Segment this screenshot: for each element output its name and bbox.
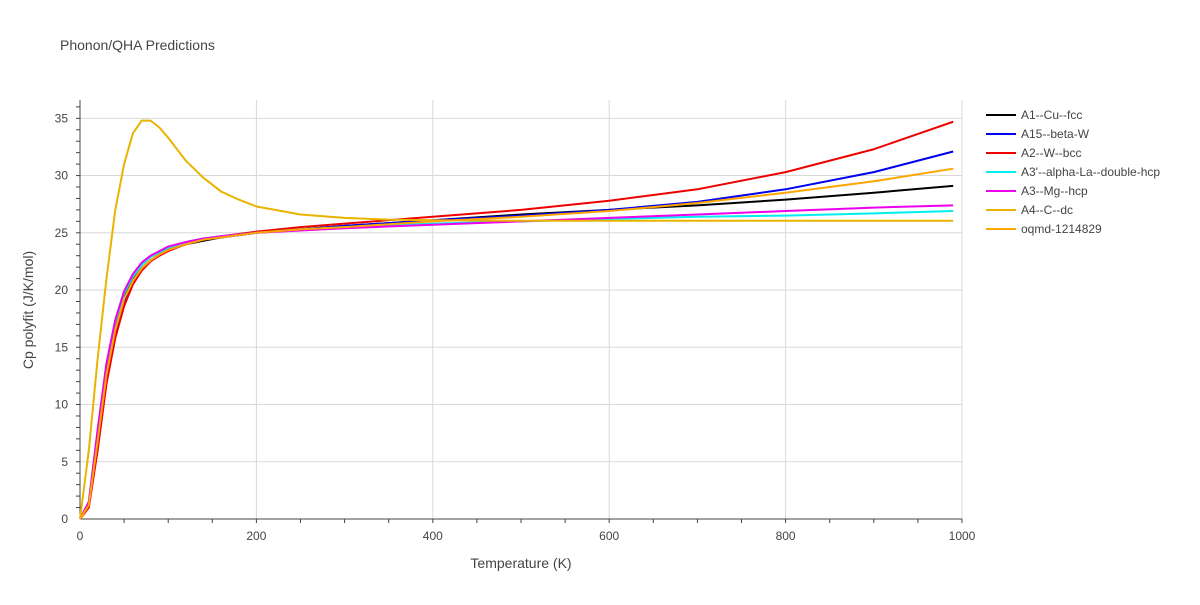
- grid-lines: [80, 100, 963, 519]
- y-tick-label: 5: [61, 455, 68, 469]
- legend-label: oqmd-1214829: [1021, 222, 1102, 236]
- legend-item-6[interactable]: oqmd-1214829: [986, 222, 1102, 236]
- x-tick-label: 1000: [949, 529, 976, 543]
- legend-label: A4--C--dc: [1021, 203, 1073, 217]
- legend-label: A3--Mg--hcp: [1021, 184, 1088, 198]
- y-tick-label: 15: [55, 340, 69, 354]
- y-tick-label: 30: [55, 169, 69, 183]
- x-tick-label: 800: [776, 529, 796, 543]
- y-axis-label: Cp polyfit (J/K/mol): [20, 251, 36, 369]
- legend-item-3[interactable]: A3'--alpha-La--double-hcp: [986, 165, 1160, 179]
- x-tick-label: 200: [246, 529, 266, 543]
- chart-title: Phonon/QHA Predictions: [60, 37, 215, 53]
- y-tick-label: 35: [55, 111, 69, 125]
- legend-item-5[interactable]: A4--C--dc: [986, 203, 1073, 217]
- x-axis-label: Temperature (K): [470, 555, 571, 571]
- axes: [79, 100, 962, 520]
- y-tick-label: 20: [55, 283, 69, 297]
- series-line-5[interactable]: [79, 119, 954, 520]
- legend-label: A15--beta-W: [1021, 127, 1090, 141]
- series-lines: [79, 119, 954, 520]
- legend-label: A2--W--bcc: [1021, 146, 1081, 160]
- legend-item-0[interactable]: A1--Cu--fcc: [986, 108, 1082, 122]
- y-tick-label: 0: [61, 512, 68, 526]
- legend-item-2[interactable]: A2--W--bcc: [986, 146, 1081, 160]
- y-tick-label: 10: [55, 398, 69, 412]
- x-tick-label: 400: [423, 529, 443, 543]
- tick-labels: 0 200 400 600 800 1000 0 5 10 15 20 25 30 35: [55, 111, 976, 543]
- legend-label: A3'--alpha-La--double-hcp: [1021, 165, 1160, 179]
- legend-item-4[interactable]: A3--Mg--hcp: [986, 184, 1088, 198]
- series-line-4[interactable]: [79, 204, 954, 520]
- y-tick-label: 25: [55, 226, 69, 240]
- legend-item-1[interactable]: A15--beta-W: [986, 127, 1090, 141]
- legend[interactable]: A1--Cu--fcc A15--beta-W A2--W--bcc A3'--alp…: [986, 108, 1160, 236]
- minor-ticks: [76, 106, 963, 523]
- legend-label: A1--Cu--fcc: [1021, 108, 1082, 122]
- x-tick-label: 0: [77, 529, 84, 543]
- x-tick-label: 600: [599, 529, 619, 543]
- series-line-6[interactable]: [79, 167, 954, 520]
